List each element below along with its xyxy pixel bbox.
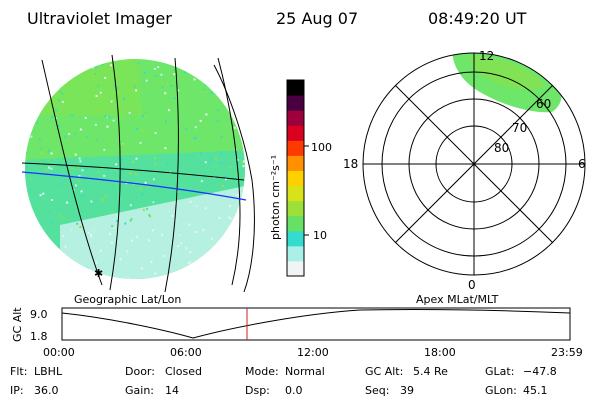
mlat-label-70: 70 [512,121,527,135]
polar-grid [362,52,586,276]
glat-label: GLat: [485,365,514,378]
altitude-ytick: 1.8 [30,330,48,343]
mlt-label-18: 18 [343,157,358,171]
colorbar-band [287,155,304,171]
seq-value: 39 [400,384,414,397]
seq-label: Seq: [365,384,389,397]
latitude-line [21,162,245,181]
meridian-line [109,54,121,291]
colorbar-band [287,80,304,96]
colorbar-gradient [287,80,304,277]
colorbar-band [287,95,304,111]
colorbar-band [287,110,304,126]
gcalt-value: 5.4 Re [413,365,448,378]
colorbar-band [287,215,304,232]
colorbar-band [287,230,304,247]
meridian-line [41,59,103,286]
mlt-label-6: 6 [578,157,586,171]
filter-label: Flt: [10,365,27,378]
instrument-title: Ultraviolet Imager [27,9,172,28]
colorbar-band [287,125,304,141]
time-tick-label: 00:00 [43,346,75,359]
mlt-line [395,85,553,243]
altitude-curve [61,309,571,339]
colorbar-tick-label: 10 [313,229,327,242]
altitude-ylabel: GC Alt [11,307,24,342]
geographic-image-panel: ✱ [21,54,255,293]
polar-mlat-mlt-panel: 12 18 6 0 80 70 60 [343,49,586,292]
colorbar-band [287,170,304,187]
gain-label: Gain: [125,384,154,397]
door-value: Closed [165,365,202,378]
glat-value: −47.8 [523,365,557,378]
colorbar-unit-label: photon cm⁻²s⁻¹ [269,155,282,240]
ip-value: 36.0 [34,384,59,397]
date-label: 25 Aug 07 [276,9,358,28]
status-info: Flt: LBHL Door: Closed Mode: Normal GC A… [10,365,557,397]
auroral-oval-bright [470,56,545,90]
time-tick-label: 12:00 [297,346,329,359]
door-label: Door: [125,365,155,378]
colorbar-band [287,245,304,262]
time-tick-label: 18:00 [424,346,456,359]
colorbar-band [287,260,304,277]
dsp-label: Dsp: [245,384,270,397]
colorbar-band [287,200,304,217]
aurora-bright-region [25,59,140,115]
ip-label: IP: [10,384,24,397]
colorbar-tick-label: 100 [311,141,332,154]
colorbar-frame [286,79,305,277]
gcalt-label: GC Alt: [365,365,403,378]
mlt-label-0: 0 [468,278,476,292]
altitude-plot: GC Alt 9.0 1.8 00:00 06:00 12:00 18:00 2… [11,307,583,359]
filter-value: LBHL [34,365,63,378]
colorbar-band [287,140,304,156]
glon-value: 45.1 [523,384,548,397]
colorbar: 100 10 photon cm⁻²s⁻¹ [269,79,332,277]
geographic-grid [21,54,255,293]
mlat-label-60: 60 [536,97,551,111]
mode-label: Mode: [245,365,279,378]
time-tick-label: 06:00 [170,346,202,359]
glon-label: GLon: [485,384,517,397]
mode-value: Normal [285,365,325,378]
gain-value: 14 [165,384,179,397]
limb-line [213,64,255,293]
altitude-plot-frame [61,307,571,341]
mlat-label-80: 80 [494,141,509,155]
meridian-line [217,57,241,286]
mlt-label-12: 12 [479,49,494,63]
sun-marker-icon: ✱ [94,267,103,280]
altitude-ytick: 9.0 [30,308,48,321]
terminator-line [21,171,247,201]
meridian-line [164,57,179,293]
dsp-value: 0.0 [285,384,303,397]
time-label: 08:49:20 UT [428,9,527,28]
apex-caption: Apex MLat/MLT [416,293,499,306]
geographic-caption: Geographic Lat/Lon [74,293,181,306]
time-tick-label: 23:59 [551,346,583,359]
colorbar-band [287,185,304,202]
